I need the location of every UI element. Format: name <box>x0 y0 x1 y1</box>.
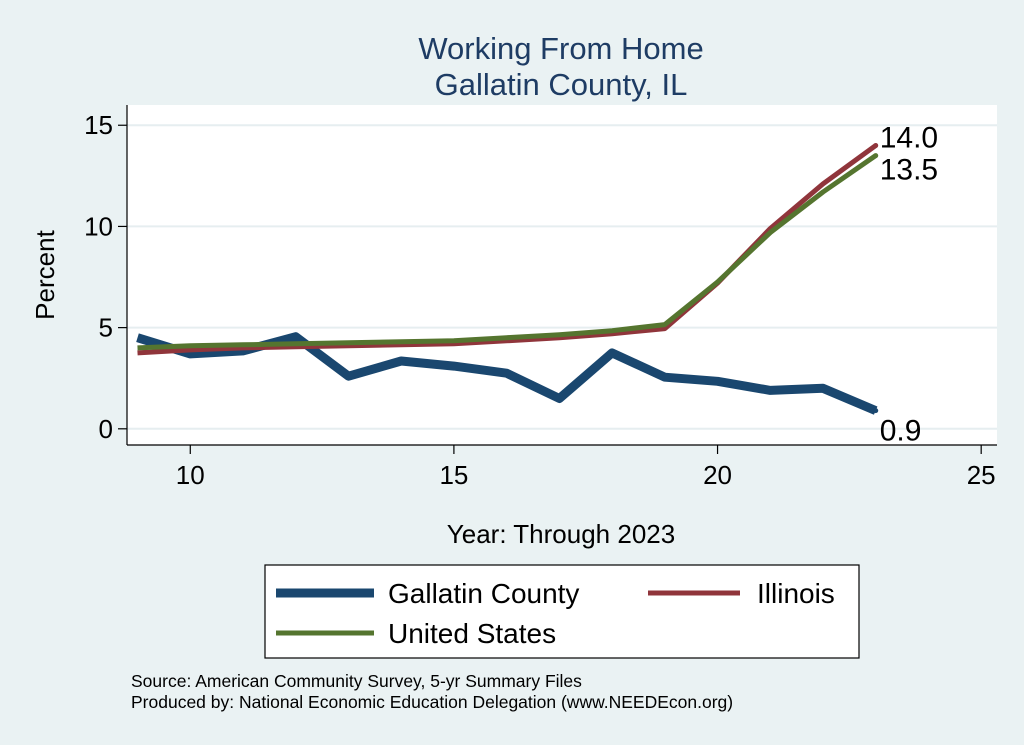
y-tick-label-0: 0 <box>99 414 113 444</box>
legend-label-us: United States <box>388 618 556 649</box>
source-note: Source: American Community Survey, 5-yr … <box>131 671 582 691</box>
y-tick-label-10: 10 <box>84 211 113 241</box>
x-ticks: 10 15 20 25 <box>176 445 996 490</box>
end-point-1 <box>873 142 879 148</box>
chart-title: Working From Home <box>418 31 703 66</box>
x-tick-label-10: 10 <box>176 460 205 490</box>
end-point-0 <box>873 408 879 414</box>
series-line-united-states <box>137 153 878 351</box>
y-tick-label-5: 5 <box>99 313 113 343</box>
end-labels: 0.9 14.013.5 <box>873 121 938 448</box>
x-tick-label-20: 20 <box>703 460 732 490</box>
x-tick-label-25: 25 <box>967 460 996 490</box>
x-axis-label: Year: Through 2023 <box>447 519 675 549</box>
legend-box <box>264 564 860 659</box>
end-point-2 <box>873 153 879 159</box>
legend-label-gallatin: Gallatin County <box>388 578 579 609</box>
end-label-2: 13.5 <box>880 154 938 187</box>
y-axis-label: Percent <box>30 229 60 319</box>
series-lines <box>136 143 878 415</box>
x-tick-label-15: 15 <box>439 460 468 490</box>
footer: Source: American Community Survey, 5-yr … <box>131 671 733 713</box>
legend-label-illinois: Illinois <box>757 578 835 609</box>
producer-note: Produced by: National Economic Education… <box>131 692 734 712</box>
gridlines <box>127 124 997 430</box>
legend: Gallatin County Illinois United States <box>264 564 860 659</box>
end-label-0: 0.9 <box>880 415 922 448</box>
end-label-1: 14.0 <box>880 121 938 154</box>
y-ticks: 0 5 10 15 <box>84 110 127 444</box>
chart-subtitle: Gallatin County, IL <box>435 67 688 102</box>
y-tick-label-15: 15 <box>84 110 113 140</box>
